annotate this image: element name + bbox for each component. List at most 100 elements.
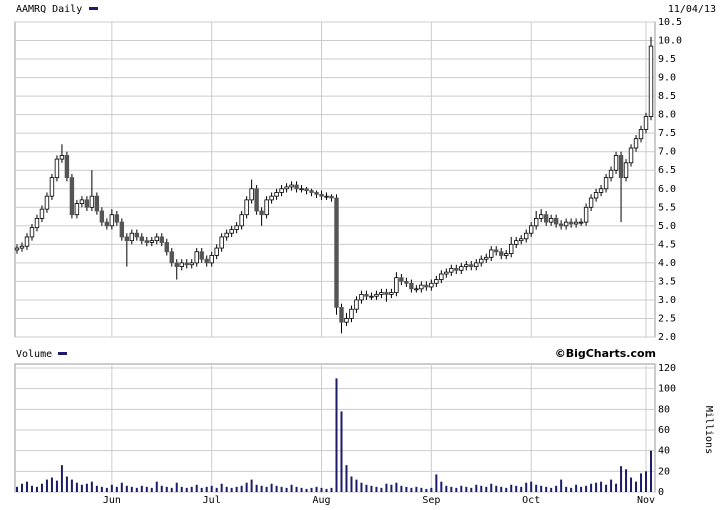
volume-bar	[535, 484, 538, 492]
volume-bar	[185, 487, 188, 492]
candle-body	[44, 195, 50, 210]
volume-bar	[360, 482, 363, 492]
candle-body	[239, 214, 244, 227]
volume-bar	[505, 487, 508, 492]
volume-bar	[560, 479, 563, 492]
volume-bar	[590, 483, 593, 492]
volume-bar	[380, 487, 383, 492]
volume-bar	[260, 485, 263, 492]
candle-body	[219, 236, 224, 249]
volume-bar	[170, 487, 173, 492]
candle-body	[494, 249, 499, 253]
volume-bar	[305, 488, 308, 492]
volume-bar	[355, 479, 358, 492]
candle-body	[314, 192, 319, 195]
candle-body	[299, 188, 304, 191]
volume-bar	[430, 487, 433, 492]
volume-bar	[335, 378, 338, 492]
candle-body	[274, 192, 279, 197]
volume-bar	[330, 487, 333, 492]
volume-bar	[310, 487, 313, 492]
chart-title: AAMRQ Daily	[16, 4, 82, 15]
volume-bar	[615, 483, 618, 492]
candle-body	[94, 195, 100, 212]
volume-bar	[280, 486, 283, 492]
candle-body	[354, 299, 359, 310]
candle-body	[499, 251, 504, 256]
volume-bar	[85, 483, 88, 492]
volume-bar	[405, 486, 408, 492]
volume-bar	[60, 465, 63, 492]
candle-body	[54, 158, 60, 179]
candle-body	[528, 225, 534, 234]
candle-body	[563, 221, 569, 227]
candle-body	[464, 264, 469, 267]
volume-bar	[525, 482, 528, 492]
volume-title: Volume	[16, 349, 52, 360]
candle-body	[144, 240, 149, 243]
candle-body	[454, 268, 459, 271]
volume-bar	[200, 487, 203, 492]
volume-bar	[35, 486, 38, 492]
candle-body	[249, 188, 254, 201]
volume-bar	[25, 481, 28, 492]
volume-bar	[645, 471, 648, 492]
volume-bar	[295, 486, 298, 492]
volume-bar	[495, 485, 498, 492]
volume-bar	[470, 487, 473, 492]
candle-body	[214, 247, 219, 256]
y-tick-label: 40	[658, 446, 670, 457]
candle-body	[409, 282, 414, 290]
volume-bar	[300, 487, 303, 492]
legend-swatch	[89, 7, 98, 10]
candle-body	[504, 253, 509, 256]
volume-bar	[90, 481, 93, 492]
candle-body	[573, 221, 579, 225]
volume-bar	[410, 487, 413, 492]
candle-body	[114, 214, 120, 223]
volume-bar	[105, 487, 108, 492]
candle-body	[628, 147, 634, 164]
candle-body	[104, 221, 110, 227]
candle-body	[324, 195, 329, 198]
volume-bar	[235, 486, 238, 492]
y-tick-label: 3.5	[658, 276, 676, 287]
candle-body	[124, 236, 130, 242]
y-tick-label: 3.0	[658, 295, 676, 306]
candle-body	[359, 293, 364, 301]
volume-bar	[520, 486, 523, 492]
candle-body	[174, 262, 179, 267]
volume-bar	[650, 450, 652, 492]
candle-body	[384, 292, 389, 295]
volume-bar	[435, 474, 438, 492]
volume-bar	[80, 484, 83, 492]
volume-bar	[215, 487, 218, 492]
candle-body	[648, 45, 654, 117]
candle-body	[74, 203, 80, 216]
volume-bar	[365, 484, 368, 492]
volume-bar	[385, 483, 388, 492]
volume-bar	[245, 482, 248, 492]
candle-body	[533, 218, 539, 227]
candle-body	[69, 177, 75, 216]
candle-body	[334, 197, 339, 308]
candle-body	[59, 155, 65, 160]
candle-body	[29, 227, 35, 238]
x-tick-label: Oct	[522, 495, 540, 506]
candle-body	[279, 188, 284, 193]
volume-bar	[285, 487, 288, 492]
candle-body	[633, 138, 639, 149]
volume-bar	[570, 487, 573, 492]
volume-bar	[115, 486, 118, 492]
plot-layer	[14, 21, 655, 493]
volume-bar	[225, 486, 228, 492]
volume-bar	[445, 485, 448, 492]
candle-body	[99, 210, 105, 223]
y-tick-label: 4.0	[658, 258, 676, 269]
y-tick-label: 2.0	[658, 332, 676, 343]
volume-bar	[70, 479, 73, 492]
volume-bar	[150, 487, 153, 492]
candle-body	[603, 177, 609, 190]
volume-bar	[140, 485, 143, 492]
volume-bar	[180, 486, 183, 492]
